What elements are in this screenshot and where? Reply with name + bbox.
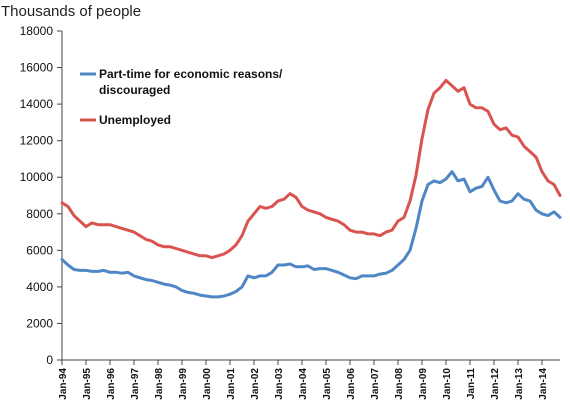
x-tick-label: Jan-98 bbox=[154, 368, 165, 400]
x-tick-label: Jan-12 bbox=[490, 368, 501, 400]
series-line-part-time bbox=[60, 170, 562, 299]
x-tick-label: Jan-94 bbox=[58, 368, 69, 400]
series-line-unemployed bbox=[60, 78, 562, 260]
y-tick-label: 16000 bbox=[20, 61, 54, 75]
x-tick-label: Jan-08 bbox=[394, 368, 405, 400]
y-axis-title: Thousands of people bbox=[1, 3, 141, 20]
series-lines bbox=[60, 78, 562, 299]
x-tick-label: Jan-10 bbox=[442, 368, 453, 400]
y-tick-label: 2000 bbox=[26, 316, 53, 330]
y-tick-label: 4000 bbox=[26, 280, 53, 294]
x-tick-label: Jan-00 bbox=[202, 368, 213, 400]
legend-label: Part-time for economic reasons/ bbox=[99, 67, 283, 81]
x-tick-label: Jan-03 bbox=[274, 368, 285, 400]
y-tick-label: 6000 bbox=[26, 243, 53, 257]
x-tick-label: Jan-04 bbox=[298, 368, 309, 400]
x-tick-label: Jan-09 bbox=[418, 368, 429, 400]
x-tick-label: Jan-11 bbox=[466, 368, 477, 400]
y-tick-label: 14000 bbox=[20, 97, 54, 111]
x-tick-label: Jan-06 bbox=[346, 368, 357, 400]
y-tick-label: 0 bbox=[46, 353, 53, 367]
y-tick-label: 12000 bbox=[20, 134, 54, 148]
legend: Part-time for economic reasons/discourag… bbox=[80, 67, 283, 127]
x-tick-label: Jan-01 bbox=[226, 368, 237, 400]
x-tick-label: Jan-97 bbox=[130, 368, 141, 400]
x-tick-label: Jan-13 bbox=[514, 368, 525, 400]
legend-label: Unemployed bbox=[99, 113, 171, 127]
x-tick-label: Jan-14 bbox=[538, 368, 549, 400]
x-tick-label: Jan-96 bbox=[106, 368, 117, 400]
x-tick-label: Jan-95 bbox=[82, 368, 93, 400]
x-tick-label: Jan-07 bbox=[370, 368, 381, 400]
y-tick-label: 8000 bbox=[26, 207, 53, 221]
x-tick-label: Jan-99 bbox=[178, 368, 189, 400]
axes bbox=[61, 31, 560, 361]
y-tick-label: 10000 bbox=[20, 170, 54, 184]
x-tick-label: Jan-02 bbox=[250, 368, 261, 400]
y-tick-label: 18000 bbox=[20, 24, 54, 38]
x-tick-label: Jan-05 bbox=[322, 368, 333, 400]
y-axis-ticks: 0 2000 4000 6000 8000 10000 12000 14000 16000 180… bbox=[20, 24, 62, 367]
legend-label: discouraged bbox=[99, 83, 170, 97]
x-axis-ticks: Jan-94 Jan-95 Jan-96 Jan-97 Jan-98 Jan-99 Jan-… bbox=[58, 360, 549, 400]
